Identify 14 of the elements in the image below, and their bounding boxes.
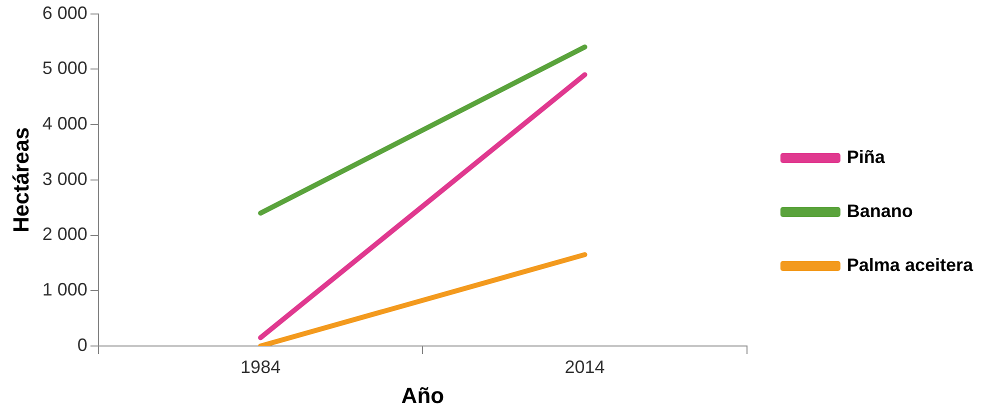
y-tick-label: 3 000 (42, 168, 88, 189)
legend-label: Palma aceitera (846, 254, 974, 275)
x-tick-label: 2014 (564, 356, 605, 377)
y-tick-label: 0 (77, 334, 88, 355)
legend-label: Piña (846, 146, 886, 167)
legend-label: Banano (846, 200, 913, 221)
y-tick-label: 2 000 (42, 224, 88, 244)
y-tick-label: 1 000 (42, 280, 88, 300)
x-tick-label: 1984 (240, 356, 281, 377)
y-axis-title: Hectáreas (8, 127, 34, 232)
y-tick-label: 6 000 (42, 2, 88, 23)
x-axis-title: Año (401, 382, 444, 408)
y-tick-label: 5 000 (42, 58, 88, 78)
y-tick-label: 4 000 (42, 114, 88, 134)
